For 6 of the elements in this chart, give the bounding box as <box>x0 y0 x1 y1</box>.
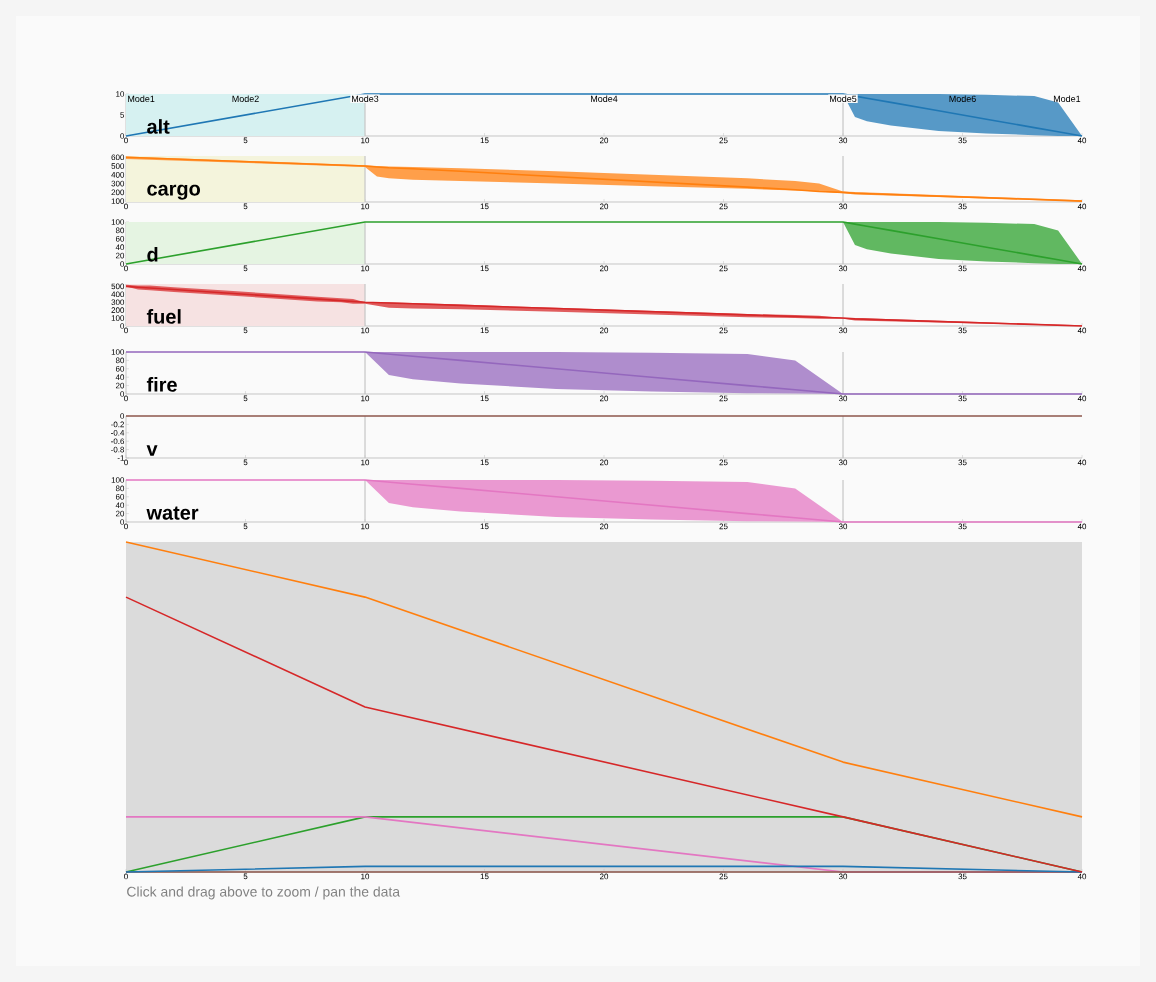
text: d <box>147 247 158 262</box>
text: fuel <box>146 309 181 324</box>
text: fire <box>146 377 177 392</box>
text: water <box>146 506 199 520</box>
text: v <box>146 445 158 456</box>
text: cargo <box>147 184 201 200</box>
